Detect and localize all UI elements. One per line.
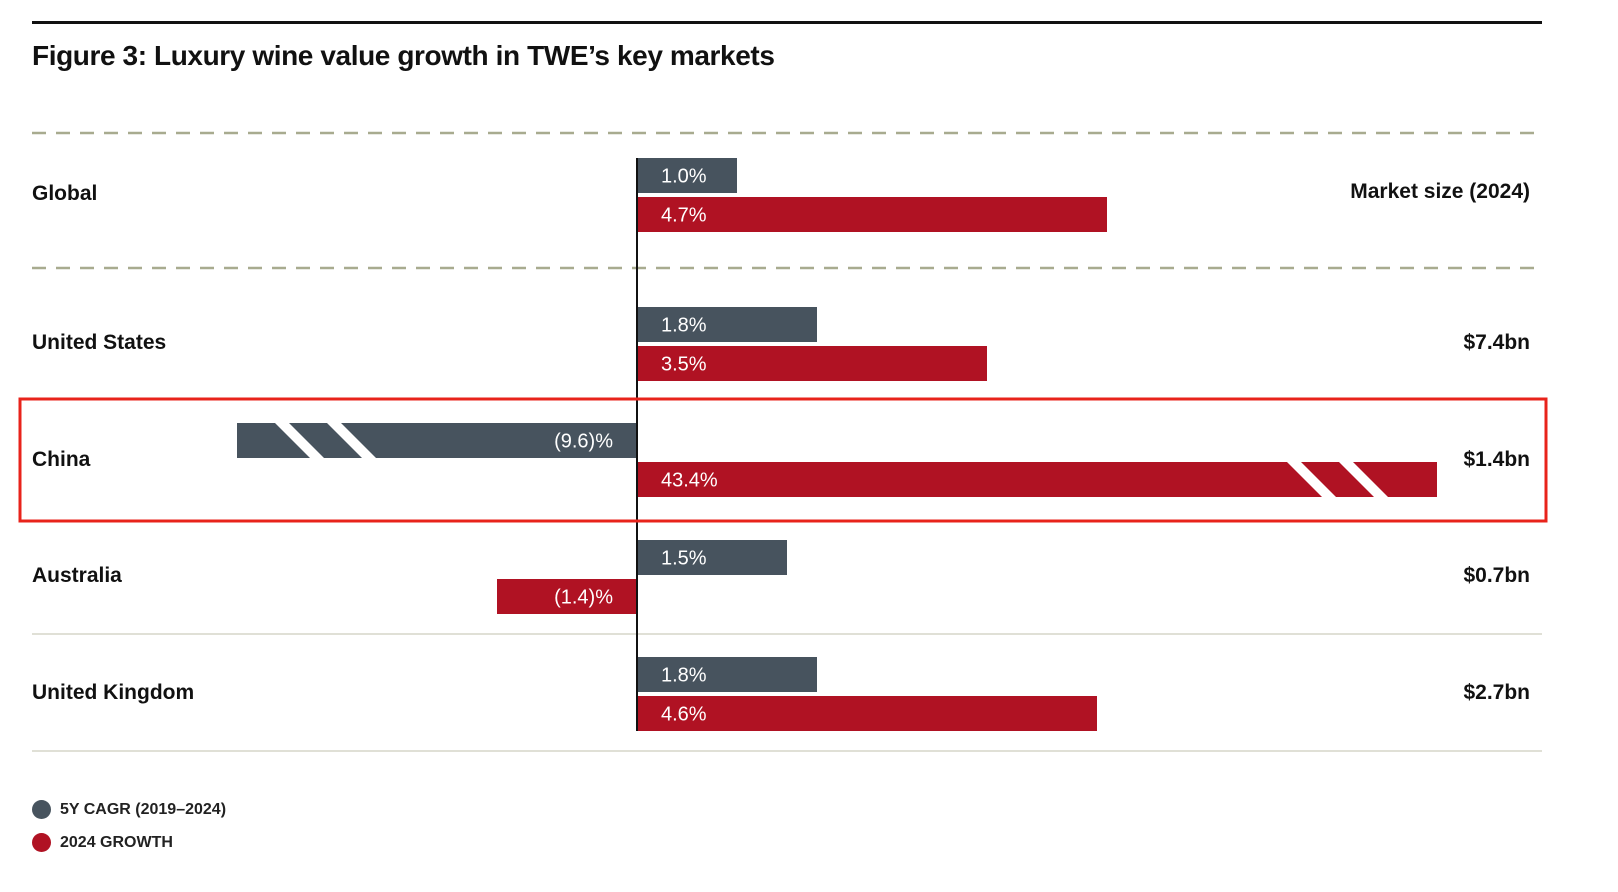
data-label-cagr-united-states: 1.8% (661, 315, 707, 337)
row-label-global: Global (32, 182, 98, 205)
market-size-header: Market size (2024) (1350, 180, 1530, 203)
data-label-cagr-australia: 1.5% (661, 548, 707, 570)
data-label-growth-united-kingdom: 4.6% (661, 704, 707, 726)
data-label-cagr-united-kingdom: 1.8% (661, 665, 707, 687)
market-size-united-kingdom: $2.7bn (1463, 681, 1530, 704)
legend-label-growth: 2024 GROWTH (60, 833, 173, 851)
axis-break-growth-china (1287, 462, 1388, 497)
market-size-china: $1.4bn (1463, 448, 1530, 471)
data-label-growth-australia: (1.4)% (554, 587, 613, 609)
bar-growth-global (637, 197, 1107, 232)
chart-legend: 5Y CAGR (2019–2024) 2024 GROWTH (32, 793, 226, 859)
bar-growth-australia (497, 579, 637, 614)
data-label-cagr-global: 1.0% (661, 166, 707, 188)
legend-label-cagr: 5Y CAGR (2019–2024) (60, 800, 227, 818)
data-label-growth-global: 4.7% (661, 205, 707, 227)
legend-item-growth: 2024 GROWTH (32, 826, 226, 859)
bar-cagr-australia (637, 540, 787, 575)
highlight-box-china (18, 397, 1548, 523)
top-rule (32, 21, 1542, 24)
bar-growth-united-states (637, 346, 987, 381)
chart-title: Figure 3: Luxury wine value growth in TW… (32, 40, 775, 71)
row-label-china: China (32, 448, 91, 471)
bar-cagr-united-kingdom (637, 657, 817, 692)
legend-swatch-growth (32, 833, 51, 852)
row-label-united-states: United States (32, 331, 167, 354)
market-size-australia: $0.7bn (1463, 564, 1530, 587)
axis-break-cagr-china (275, 423, 376, 458)
legend-swatch-cagr (32, 800, 51, 819)
bar-growth-united-kingdom (637, 696, 1097, 731)
legend-item-cagr: 5Y CAGR (2019–2024) (32, 793, 226, 826)
row-label-united-kingdom: United Kingdom (32, 681, 195, 704)
bar-cagr-united-states (637, 307, 817, 342)
data-label-growth-china: 43.4% (661, 470, 718, 492)
row-label-australia: Australia (32, 564, 122, 587)
data-label-cagr-china: (9.6)% (554, 431, 613, 453)
bar-cagr-global (637, 158, 737, 193)
data-label-growth-united-states: 3.5% (661, 354, 707, 376)
market-size-united-states: $7.4bn (1463, 331, 1530, 354)
